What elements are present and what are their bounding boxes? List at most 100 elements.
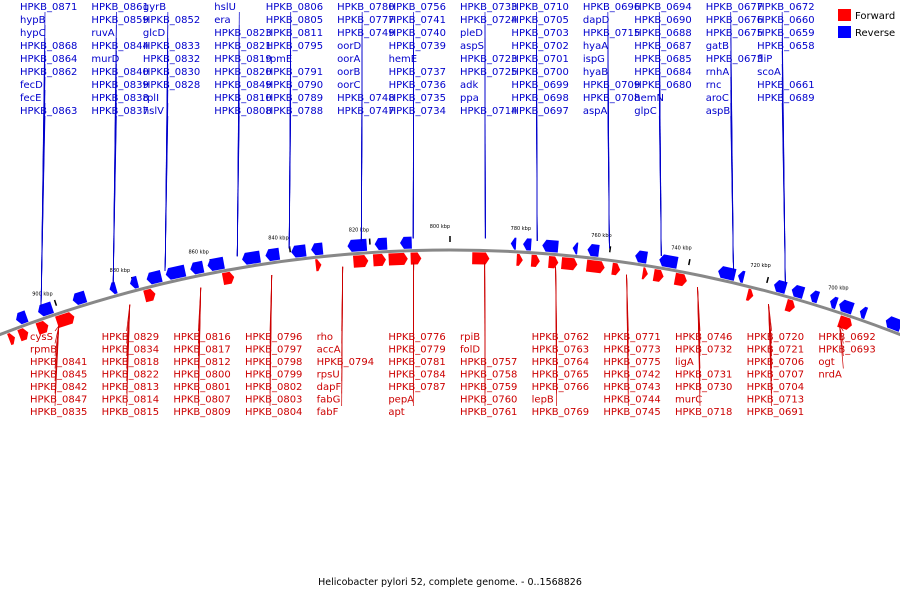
gene-label[interactable]: glpC <box>634 106 656 117</box>
gene-label[interactable]: HPKB_0676 <box>706 15 763 26</box>
gene-arrow[interactable] <box>510 237 517 250</box>
gene-label[interactable]: HPKB_0794 <box>317 357 374 368</box>
gene-label[interactable]: oorD <box>337 41 361 52</box>
gene-arrow[interactable] <box>374 237 388 251</box>
gene-label[interactable]: HPKB_0775 <box>603 357 660 368</box>
gene-arrow[interactable] <box>659 254 679 269</box>
gene-label[interactable]: HPKB_0769 <box>532 407 589 418</box>
gene-label[interactable]: ruvA <box>91 28 114 39</box>
gene-arrow[interactable] <box>372 253 386 267</box>
gene-label[interactable]: gatB <box>706 41 729 52</box>
gene-label[interactable]: dapF <box>317 382 342 393</box>
gene-label[interactable]: HPKB_0801 <box>173 382 230 393</box>
gene-label[interactable]: aspS <box>460 41 484 52</box>
gene-label[interactable]: HPKB_0705 <box>511 15 568 26</box>
gene-arrow[interactable] <box>7 333 15 346</box>
gene-label[interactable]: HPKB_0740 <box>389 28 446 39</box>
gene-arrow[interactable] <box>548 255 559 269</box>
gene-label[interactable]: HPKB_0815 <box>102 407 159 418</box>
gene-label[interactable]: HPKB_0763 <box>532 345 589 356</box>
gene-label[interactable]: HPKB_0829 <box>102 332 159 343</box>
gene-label[interactable]: HPKB_0735 <box>389 93 446 104</box>
gene-label[interactable]: rho <box>317 332 333 343</box>
gene-label[interactable]: rplI <box>143 93 159 104</box>
gene-label[interactable]: hemN <box>634 93 664 104</box>
gene-label[interactable]: nrdA <box>818 370 842 381</box>
gene-label[interactable]: HPKB_0816 <box>173 332 230 343</box>
gene-label[interactable]: HPKB_0830 <box>143 67 200 78</box>
gene-label[interactable]: rnc <box>706 80 722 91</box>
gene-label[interactable]: HPKB_0688 <box>634 28 691 39</box>
gene-label[interactable]: HPKB_0694 <box>634 2 691 13</box>
gene-label[interactable]: HPKB_0706 <box>747 357 804 368</box>
gene-arrow[interactable] <box>352 254 369 268</box>
gene-label[interactable]: HPKB_0835 <box>30 407 87 418</box>
gene-arrow[interactable] <box>143 288 156 303</box>
gene-label[interactable]: HPKB_0699 <box>511 80 568 91</box>
gene-label[interactable]: HPKB_0780 <box>337 2 394 13</box>
gene-arrow[interactable] <box>291 244 307 258</box>
gene-label[interactable]: HPKB_0834 <box>102 345 159 356</box>
gene-arrow[interactable] <box>611 262 621 276</box>
gene-label[interactable]: HPKB_0741 <box>389 15 446 26</box>
gene-label[interactable]: ligA <box>675 357 694 368</box>
gene-label[interactable]: HPKB_0817 <box>173 345 230 356</box>
gene-label[interactable]: HPKB_0868 <box>20 41 77 52</box>
gene-label[interactable]: HPKB_0766 <box>532 382 589 393</box>
gene-label[interactable]: apt <box>388 407 404 418</box>
gene-arrow[interactable] <box>572 242 579 255</box>
gene-label[interactable]: HPKB_0748 <box>337 93 394 104</box>
gene-label[interactable]: HPKB_0776 <box>388 332 445 343</box>
gene-arrow[interactable] <box>652 269 664 282</box>
gene-label[interactable]: HPKB_0807 <box>173 395 230 406</box>
gene-label[interactable]: HPKB_0839 <box>91 80 148 91</box>
gene-arrow[interactable] <box>17 328 29 342</box>
gene-label[interactable]: HPKB_0693 <box>818 345 875 356</box>
gene-label[interactable]: HPKB_0773 <box>603 345 660 356</box>
gene-arrow[interactable] <box>221 271 235 285</box>
gene-label[interactable]: HPKB_0823 <box>214 28 271 39</box>
gene-arrow[interactable] <box>673 272 687 287</box>
gene-label[interactable]: HPKB_0844 <box>91 41 148 52</box>
gene-label[interactable]: HPKB_0707 <box>747 370 804 381</box>
gene-label[interactable]: HPKB_0832 <box>143 54 200 65</box>
gene-label[interactable]: folD <box>460 345 480 356</box>
gene-arrow[interactable] <box>542 239 559 253</box>
gene-label[interactable]: rpsU <box>317 370 340 381</box>
gene-label[interactable]: HPKB_0819 <box>214 54 271 65</box>
gene-arrow[interactable] <box>55 312 75 329</box>
gene-label[interactable]: HPKB_0677 <box>706 2 763 13</box>
gene-label[interactable]: HPKB_0658 <box>757 41 814 52</box>
gene-label[interactable]: HPKB_0859 <box>91 15 148 26</box>
gene-label[interactable]: HPKB_0720 <box>747 332 804 343</box>
gene-label[interactable]: HPKB_0739 <box>389 41 446 52</box>
gene-label[interactable]: HPKB_0822 <box>102 370 159 381</box>
gene-label[interactable]: HPKB_0852 <box>143 15 200 26</box>
gene-label[interactable]: HPKB_0690 <box>634 15 691 26</box>
gene-label[interactable]: oorA <box>337 54 360 65</box>
gene-label[interactable]: ogt <box>818 357 834 368</box>
gene-label[interactable]: fabF <box>317 407 339 418</box>
gene-label[interactable]: HPKB_0847 <box>30 395 87 406</box>
gene-arrow[interactable] <box>165 264 187 280</box>
gene-label[interactable]: fecD <box>20 80 43 91</box>
gene-label[interactable]: HPKB_0736 <box>389 80 446 91</box>
gene-arrow[interactable] <box>585 259 605 274</box>
gene-arrow[interactable] <box>472 252 490 265</box>
gene-label[interactable]: HPKB_0675 <box>706 28 763 39</box>
gene-label[interactable]: HPKB_0813 <box>102 382 159 393</box>
gene-label[interactable]: hypB <box>20 15 46 26</box>
gene-arrow[interactable] <box>388 252 408 266</box>
gene-arrow[interactable] <box>109 281 118 295</box>
gene-label[interactable]: ppa <box>460 93 479 104</box>
gene-label[interactable]: HPKB_0803 <box>245 395 302 406</box>
gene-label[interactable]: HPKB_0799 <box>245 370 302 381</box>
gene-label[interactable]: HPKB_0840 <box>91 67 148 78</box>
gene-arrow[interactable] <box>737 270 746 283</box>
gene-label[interactable]: HPKB_0814 <box>102 395 159 406</box>
gene-label[interactable]: rpmB <box>30 345 57 356</box>
gene-label[interactable]: HPKB_0744 <box>603 395 660 406</box>
gene-label[interactable]: HPKB_0809 <box>173 407 230 418</box>
gene-arrow[interactable] <box>38 301 55 317</box>
gene-label[interactable]: HPKB_0759 <box>460 382 517 393</box>
